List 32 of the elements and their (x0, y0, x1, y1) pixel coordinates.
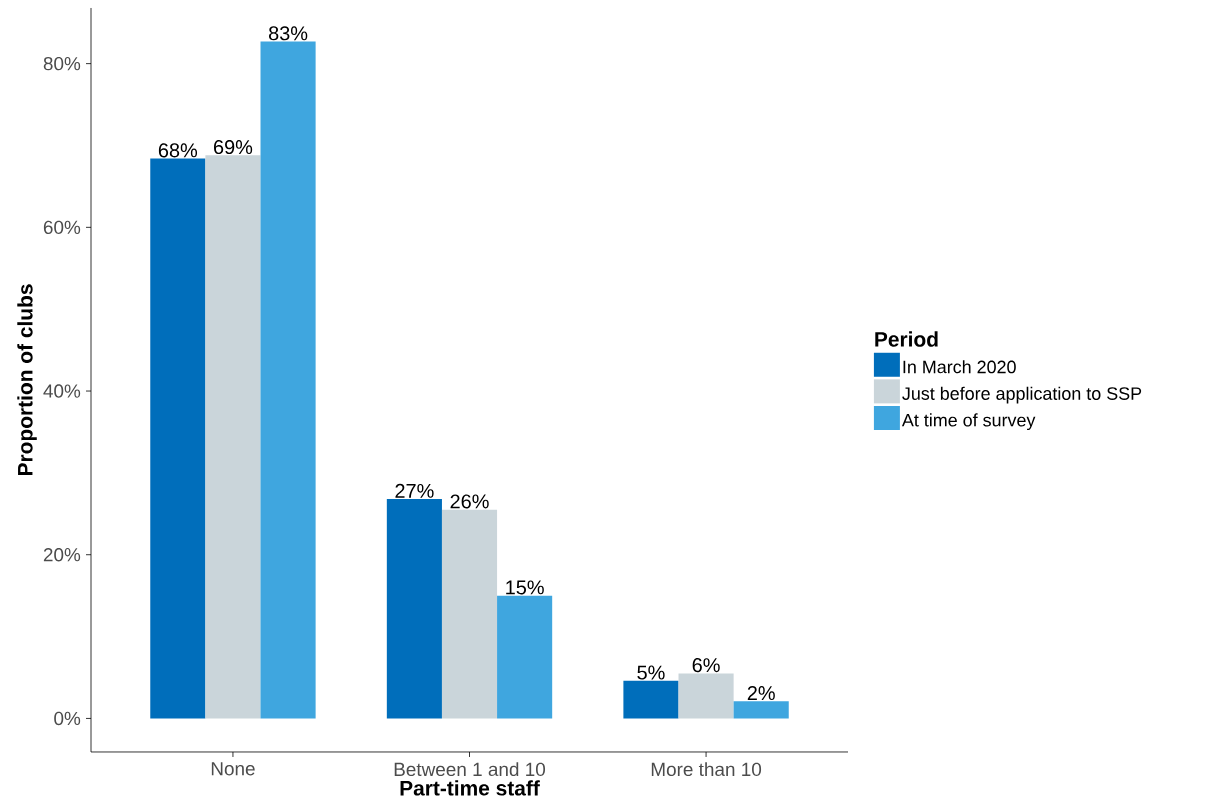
x-tick-label: None (211, 762, 255, 776)
legend-label: In March 2020 (903, 360, 1016, 374)
bar (150, 158, 206, 719)
bar (386, 499, 442, 719)
bar (497, 595, 553, 719)
data-label: 68% (158, 143, 198, 158)
bar (441, 509, 498, 719)
y-axis-title: Proportion of clubs (17, 284, 37, 476)
data-label: 26% (450, 494, 489, 509)
legend-label: At time of survey (901, 413, 1036, 431)
data-label: 6% (692, 658, 720, 673)
y-tick-label: 40% (43, 384, 81, 398)
y-tick-label: 60% (43, 220, 81, 235)
legend-title: Period (875, 331, 938, 347)
x-tick-label: More than 10 (651, 762, 762, 777)
bar (733, 701, 789, 719)
y-tick-label: 0% (54, 711, 81, 726)
y-tick-label: 20% (43, 548, 81, 562)
bar (205, 155, 261, 719)
y-tick-label: 80% (43, 56, 81, 71)
data-label: 5% (637, 665, 665, 680)
bar (678, 673, 734, 719)
data-label: 83% (268, 26, 308, 41)
data-label: 69% (214, 140, 253, 155)
bar (623, 680, 679, 719)
data-label: 27% (395, 483, 434, 498)
data-label: 15% (506, 580, 544, 595)
data-label: 2% (747, 686, 775, 701)
legend-label: Just before application to SSP (902, 386, 1142, 404)
x-axis-title: Part-time staff (400, 780, 540, 796)
x-tick-label: Between 1 and 10 (394, 762, 546, 777)
bar (260, 41, 316, 719)
